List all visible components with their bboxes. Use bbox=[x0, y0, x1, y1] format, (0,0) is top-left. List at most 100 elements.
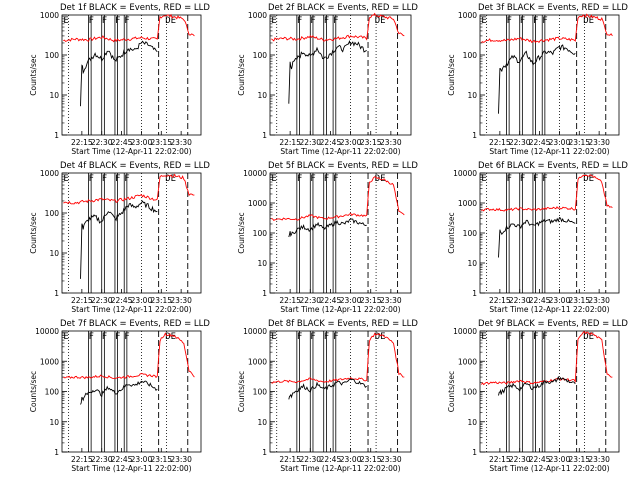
x-tick-label: 23:00 bbox=[131, 296, 153, 305]
x-tick-label: 22:45 bbox=[111, 138, 133, 147]
x-axis-label: Start Time (12-Apr-11 22:02:00) bbox=[489, 147, 609, 156]
y-tick-label: 1 bbox=[262, 131, 267, 140]
y-tick-label: 1000 bbox=[248, 357, 267, 366]
flag-marker-label: DE bbox=[583, 16, 594, 26]
chart-panel-4: Det 4f BLACK = Events, RED = LLD 1 10 100 10… bbox=[29, 161, 210, 314]
x-axis-label: Start Time (12-Apr-11 22:02:00) bbox=[280, 305, 400, 314]
events-series-line bbox=[80, 380, 158, 405]
chart-panel-7: Det 7f BLACK = Events, RED = LLD 1 10 100 10… bbox=[29, 319, 210, 473]
x-tick-label: 22:45 bbox=[111, 455, 133, 464]
y-tick-label: 1000 bbox=[458, 357, 477, 366]
events-series-line bbox=[80, 200, 158, 279]
lld-series-line bbox=[480, 330, 613, 386]
flag-marker-label: F bbox=[115, 174, 120, 184]
flag-marker-label: E bbox=[271, 16, 276, 26]
flag-marker-label: F bbox=[115, 16, 120, 26]
x-tick-label: 22:45 bbox=[111, 296, 133, 305]
x-axis-label: Start Time (12-Apr-11 22:02:00) bbox=[489, 305, 609, 314]
flag-marker-label: DE bbox=[375, 16, 386, 26]
chart-panel-2: Det 2f BLACK = Events, RED = LLD 1 10 100 10… bbox=[237, 3, 418, 156]
chart-title: Det 9f BLACK = Events, RED = LLD bbox=[478, 319, 628, 329]
x-tick-label: 22:30 bbox=[299, 138, 321, 147]
flag-marker-label: F bbox=[520, 16, 525, 26]
y-tick-label: 1000 bbox=[458, 199, 477, 208]
x-axis-label: Start Time (12-Apr-11 22:02:00) bbox=[489, 464, 609, 473]
x-tick-label: 22:30 bbox=[299, 296, 321, 305]
flag-marker-label: F bbox=[324, 16, 329, 26]
flag-marker-label: F bbox=[533, 332, 538, 342]
y-tick-label: 100 bbox=[253, 229, 268, 238]
x-tick-label: 23:00 bbox=[131, 138, 153, 147]
flag-marker-label: DE bbox=[165, 16, 176, 26]
x-tick-label: 23:15 bbox=[568, 296, 590, 305]
y-tick-label: 1000 bbox=[40, 169, 59, 178]
lld-series-line bbox=[63, 173, 195, 205]
flag-marker-label: F bbox=[310, 332, 315, 342]
events-series-line bbox=[498, 216, 576, 258]
x-tick-label: 22:15 bbox=[71, 138, 93, 147]
flag-marker-label: F bbox=[88, 332, 93, 342]
x-tick-label: 23:30 bbox=[380, 455, 402, 464]
y-tick-label: 1000 bbox=[40, 11, 59, 20]
flag-marker-label: DE bbox=[583, 174, 594, 184]
flag-marker-label: F bbox=[533, 16, 538, 26]
y-tick-label: 10 bbox=[257, 259, 267, 268]
x-tick-label: 22:15 bbox=[279, 455, 301, 464]
flag-marker-label: F bbox=[542, 174, 547, 184]
y-tick-label: 10000 bbox=[243, 169, 267, 178]
flag-marker-label: F bbox=[324, 174, 329, 184]
x-tick-label: 22:15 bbox=[489, 455, 511, 464]
flag-marker-label: F bbox=[102, 332, 107, 342]
y-tick-label: 100 bbox=[253, 388, 268, 397]
chart-panel-9: Det 9f BLACK = Events, RED = LLD 1 10 100 10… bbox=[447, 319, 628, 473]
plot-frame bbox=[61, 172, 202, 294]
lld-series-line bbox=[271, 12, 405, 42]
chart-title: Det 3f BLACK = Events, RED = LLD bbox=[478, 3, 628, 13]
y-tick-label: 10 bbox=[49, 418, 59, 427]
events-series-line bbox=[288, 218, 367, 238]
y-tick-label: 100 bbox=[463, 51, 478, 60]
flag-marker-label: DE bbox=[583, 332, 594, 342]
x-tick-label: 22:45 bbox=[529, 455, 551, 464]
lld-series-line bbox=[271, 332, 405, 384]
flag-marker-label: F bbox=[297, 174, 302, 184]
x-axis-label: Start Time (12-Apr-11 22:02:00) bbox=[280, 464, 400, 473]
chart-title: Det 6f BLACK = Events, RED = LLD bbox=[478, 161, 628, 171]
y-tick-label: 1 bbox=[472, 289, 477, 298]
flag-marker-label: E bbox=[63, 174, 68, 184]
y-tick-label: 1000 bbox=[248, 199, 267, 208]
flag-marker-label: F bbox=[124, 16, 129, 26]
flag-marker-label: F bbox=[506, 174, 511, 184]
x-axis-label: Start Time (12-Apr-11 22:02:00) bbox=[280, 147, 400, 156]
chart-panel-8: Det 8f BLACK = Events, RED = LLD 1 10 100 10… bbox=[237, 319, 418, 473]
y-tick-label: 1 bbox=[54, 131, 59, 140]
x-tick-label: 23:15 bbox=[360, 296, 382, 305]
x-tick-label: 23:30 bbox=[588, 138, 610, 147]
x-tick-label: 23:30 bbox=[170, 455, 192, 464]
flag-marker-label: DE bbox=[375, 332, 386, 342]
flag-marker-label: F bbox=[333, 332, 338, 342]
flag-marker-label: F bbox=[310, 16, 315, 26]
x-tick-label: 22:45 bbox=[529, 138, 551, 147]
y-tick-label: 1 bbox=[472, 131, 477, 140]
chart-panel-5: Det 5f BLACK = Events, RED = LLD 1 10 100 10… bbox=[237, 161, 418, 314]
x-tick-label: 22:45 bbox=[529, 296, 551, 305]
x-tick-label: 23:00 bbox=[549, 296, 571, 305]
flag-marker-label: F bbox=[333, 174, 338, 184]
y-tick-label: 100 bbox=[253, 51, 268, 60]
x-tick-label: 23:15 bbox=[150, 455, 172, 464]
flag-marker-label: F bbox=[124, 332, 129, 342]
x-tick-label: 23:15 bbox=[150, 138, 172, 147]
x-tick-label: 22:15 bbox=[279, 138, 301, 147]
plot-frame bbox=[479, 14, 620, 136]
chart-title: Det 2f BLACK = Events, RED = LLD bbox=[268, 3, 418, 13]
plot-frame bbox=[61, 14, 202, 136]
y-tick-label: 10 bbox=[49, 91, 59, 100]
y-tick-label: 1000 bbox=[458, 11, 477, 20]
y-tick-label: 10 bbox=[49, 249, 59, 258]
x-tick-label: 22:15 bbox=[489, 138, 511, 147]
y-tick-label: 1 bbox=[54, 289, 59, 298]
y-axis-label: Counts/sec bbox=[447, 371, 456, 412]
events-series-line bbox=[498, 44, 576, 114]
